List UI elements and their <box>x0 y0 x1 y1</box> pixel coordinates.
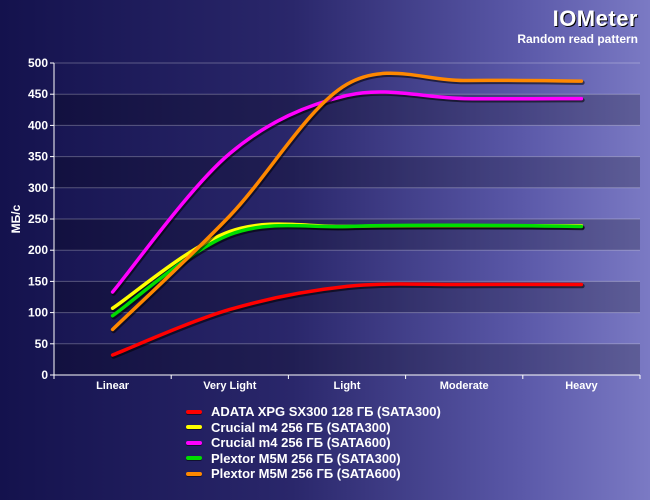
legend-label: Crucial m4 256 ГБ (SATA300) <box>211 419 391 435</box>
series-line-4 <box>110 71 584 332</box>
legend-swatch <box>186 409 202 414</box>
legend-swatch <box>186 440 202 445</box>
legend-item: Plextor M5M 256 ГБ (SATA600) <box>186 466 441 482</box>
grid-band <box>54 343 640 375</box>
chart-legend: ADATA XPG SX300 128 ГБ (SATA300) Crucial … <box>186 404 441 482</box>
legend-label: ADATA XPG SX300 128 ГБ (SATA300) <box>211 404 441 420</box>
legend-swatch <box>186 456 202 461</box>
y-tick-label: 500 <box>28 56 48 70</box>
x-tick-label: Heavy <box>565 380 598 392</box>
x-tick-label: Linear <box>96 380 130 392</box>
grid-band <box>54 156 640 188</box>
legend-item: Crucial m4 256 ГБ (SATA300) <box>186 420 441 436</box>
y-tick-label: 50 <box>35 337 49 351</box>
legend-label: Plextor M5M 256 ГБ (SATA300) <box>211 450 401 466</box>
y-tick-label: 450 <box>28 87 48 101</box>
legend-swatch <box>186 425 202 430</box>
y-tick-label: 400 <box>28 118 48 132</box>
legend-label: Crucial m4 256 ГБ (SATA600) <box>211 435 391 451</box>
y-tick-label: 250 <box>28 212 48 226</box>
chart-title: IOMeter <box>552 6 638 31</box>
grid-band <box>54 219 640 251</box>
y-tick-label: 150 <box>28 274 48 288</box>
legend-item: Crucial m4 256 ГБ (SATA600) <box>186 435 441 451</box>
legend-item: ADATA XPG SX300 128 ГБ (SATA300) <box>186 404 441 420</box>
y-tick-label: 0 <box>41 368 48 382</box>
chart-header: IOMeter Random read pattern <box>517 6 638 46</box>
chart-subtitle: Random read pattern <box>517 32 638 46</box>
line-chart: 0 50 100 150 200 250 300 350 400 450 500 Linear Very… <box>9 56 640 392</box>
y-axis-label: МБ/с <box>9 204 23 233</box>
x-tick-label: Very Light <box>203 380 257 392</box>
series-line-2 <box>110 90 584 294</box>
y-tick-label: 100 <box>28 306 48 320</box>
x-tick-label: Moderate <box>440 380 489 392</box>
y-tick-label: 300 <box>28 181 48 195</box>
y-tick-label: 350 <box>28 150 48 164</box>
legend-label: Plextor M5M 256 ГБ (SATA600) <box>211 466 401 482</box>
legend-item: Plextor M5M 256 ГБ (SATA300) <box>186 451 441 467</box>
x-tick-label: Light <box>334 380 361 392</box>
y-tick-label: 200 <box>28 243 48 257</box>
series-line-0 <box>110 282 584 357</box>
legend-swatch <box>186 471 202 476</box>
